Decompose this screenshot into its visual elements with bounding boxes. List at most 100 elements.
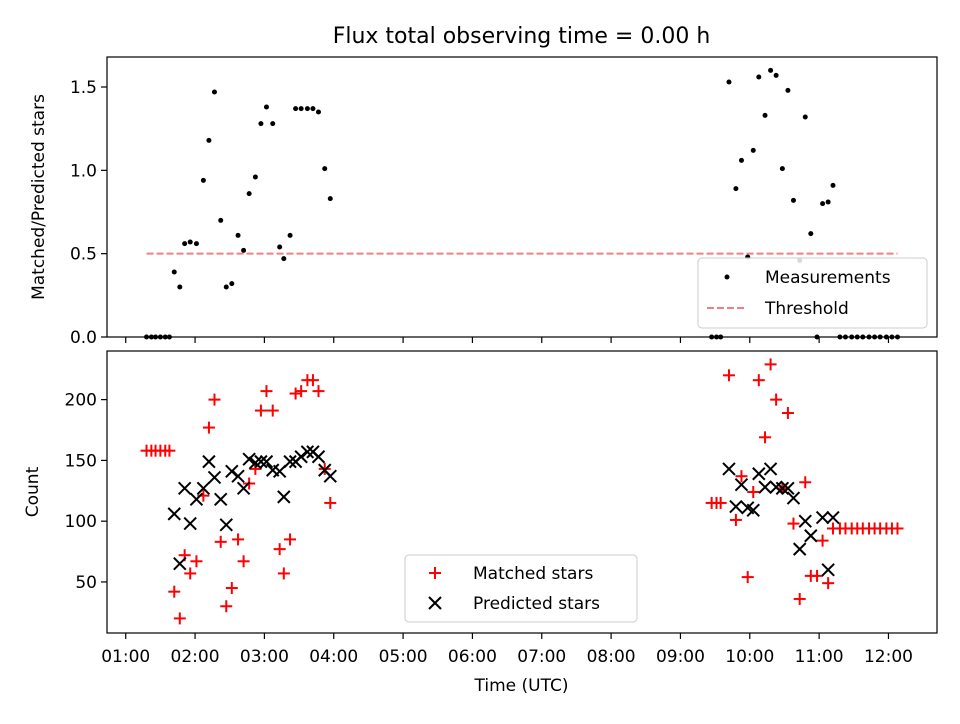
top-plot-area: 0.0 0.5 1.0 1.5 <box>70 56 938 348</box>
x-tick-label: 10:00 <box>725 647 774 667</box>
series-predicted-stars <box>167 445 840 577</box>
measurement-point <box>270 121 276 127</box>
measurement-point <box>293 106 299 112</box>
measurement-point <box>750 147 756 153</box>
measurement-point <box>738 157 744 163</box>
matched-stars-point <box>232 533 245 546</box>
measurement-point <box>281 256 287 262</box>
x-tick-label: 04:00 <box>309 647 358 667</box>
measurement-point <box>802 114 808 120</box>
matched-stars-point <box>747 486 760 498</box>
matched-stars-point <box>324 496 337 509</box>
top-y-tick-label: 1.5 <box>70 78 97 98</box>
top-y-tick-label: 1.0 <box>70 161 97 181</box>
x-tick-label: 12:00 <box>864 647 913 667</box>
matched-stars-point <box>735 470 748 483</box>
predicted-stars-point <box>236 481 251 496</box>
matched-stars-point <box>811 569 824 582</box>
matched-stars-point <box>729 513 742 526</box>
matched-stars-point <box>266 404 279 417</box>
predicted-stars-point <box>214 492 228 507</box>
measurement-point <box>258 121 264 127</box>
measurement-point <box>756 74 762 80</box>
matched-stars-point <box>306 374 319 387</box>
predicted-stars-point <box>202 454 216 469</box>
predicted-stars-point <box>826 510 840 525</box>
measurement-point <box>252 174 258 180</box>
measurement-point <box>785 87 791 93</box>
predicted-stars-point <box>196 481 211 496</box>
measurement-point <box>193 241 199 247</box>
x-tick-label: 02:00 <box>171 647 220 667</box>
predicted-stars-point <box>775 481 790 496</box>
measurement-point <box>200 177 206 183</box>
bottom-legend: Matched stars Predicted stars <box>404 554 638 623</box>
matched-stars-point <box>752 374 765 387</box>
measurement-point <box>733 186 739 192</box>
bottom-y-axis-label: Count <box>23 466 43 517</box>
predicted-stars-point <box>277 490 291 504</box>
matched-stars-point <box>759 431 772 444</box>
predicted-stars-point <box>219 518 233 532</box>
predicted-stars-point <box>815 510 830 525</box>
matched-stars-point <box>220 600 233 613</box>
matched-stars-point <box>822 577 835 590</box>
predicted-stars-point <box>734 477 749 492</box>
predicted-stars-point <box>207 470 222 485</box>
legend-predicted-label: Predicted stars <box>473 594 600 614</box>
measurement-point <box>327 196 333 202</box>
measurement-point <box>768 67 774 73</box>
predicted-stars-point <box>758 480 772 494</box>
predicted-stars-point <box>189 492 204 507</box>
measurement-point <box>310 106 316 112</box>
matched-stars-point <box>184 567 197 580</box>
top-legend-box <box>697 257 928 329</box>
predicted-stars-point <box>242 452 256 466</box>
x-tick-label: 06:00 <box>448 647 497 667</box>
predicted-stars-point <box>722 462 736 476</box>
measurement-point <box>263 104 269 110</box>
matched-stars-point <box>891 522 904 535</box>
matched-stars-point <box>225 582 238 595</box>
x-tick-label: 01:00 <box>101 647 150 667</box>
measurement-point <box>211 89 217 95</box>
measurement-point <box>218 217 224 223</box>
measurement-point <box>229 281 235 287</box>
matched-stars-point <box>295 385 308 398</box>
predicted-stars-point <box>254 454 268 469</box>
measurement-point <box>277 244 283 250</box>
predicted-stars-point <box>792 542 807 556</box>
matched-stars-point <box>202 421 215 434</box>
top-panel: Flux total observing time = 0.00 h Match… <box>29 24 938 348</box>
matched-stars-point <box>770 393 783 406</box>
bottom-panel: Count Time (UTC) 50 100 150 200 01:00 02:00 03… <box>23 350 938 696</box>
matched-stars-point <box>237 555 250 568</box>
measurement-point <box>726 79 732 85</box>
measurement-point <box>241 247 247 253</box>
legend-matched-marker <box>429 567 441 579</box>
predicted-stars-point <box>752 467 766 481</box>
top-y-axis-label: Matched/Predicted stars <box>29 94 49 300</box>
matched-stars-point <box>284 533 297 546</box>
matched-stars-point <box>277 567 290 580</box>
measurement-point <box>304 106 310 112</box>
matched-stars-point <box>254 404 267 417</box>
matched-stars-point <box>289 387 302 400</box>
legend-measurements-label: Measurements <box>765 268 891 288</box>
measurement-point <box>820 201 826 207</box>
x-tick-label: 05:00 <box>379 647 428 667</box>
matched-stars-point <box>781 406 794 419</box>
predicted-stars-point <box>167 507 181 521</box>
predicted-stars-point <box>311 450 326 464</box>
x-axis-label: Time (UTC) <box>474 676 569 696</box>
legend-predicted-marker <box>428 596 442 610</box>
predicted-stars-point <box>746 503 760 517</box>
top-axes-frame <box>106 56 938 338</box>
x-tick-label: 08:00 <box>587 647 636 667</box>
matched-stars-point <box>816 534 829 547</box>
predicted-stars-point <box>763 462 778 476</box>
measurement-point <box>762 112 768 118</box>
top-y-tick-label: 0.5 <box>70 245 97 265</box>
matched-stars-point <box>722 369 735 382</box>
predicted-stars-point <box>300 445 315 459</box>
